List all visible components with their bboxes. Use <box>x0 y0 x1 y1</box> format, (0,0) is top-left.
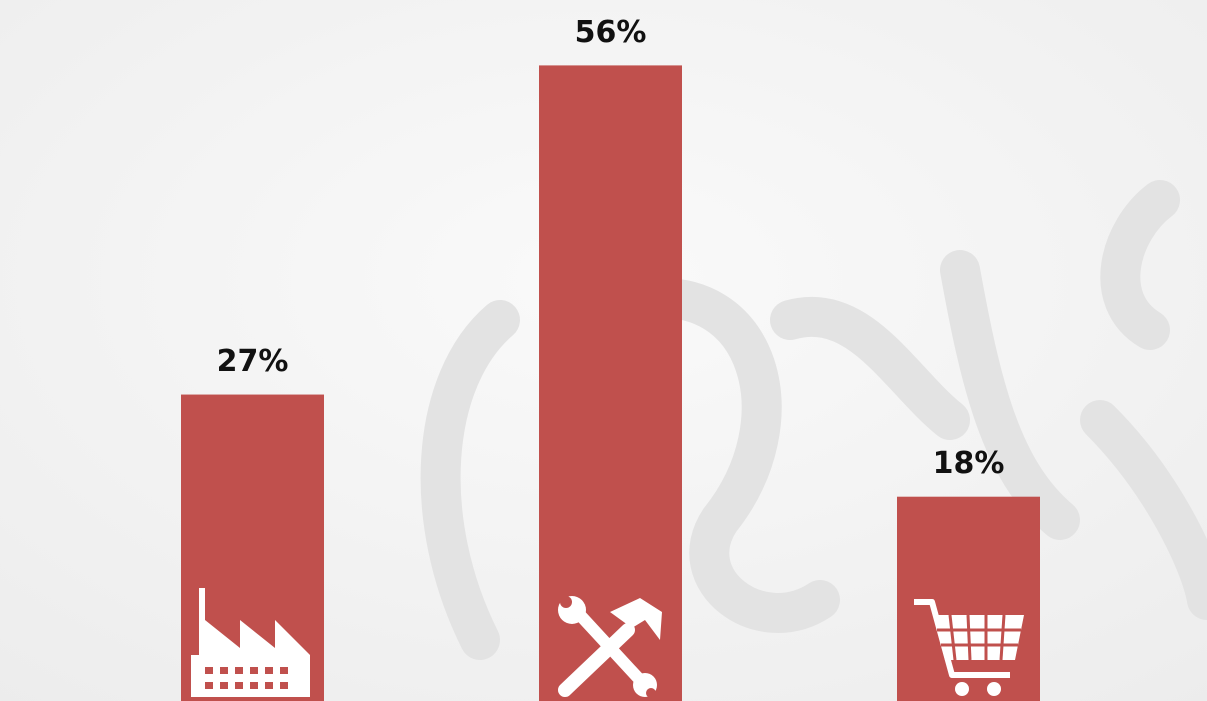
bar <box>897 496 1040 701</box>
bar <box>539 65 682 701</box>
value-label: 56% <box>575 15 647 50</box>
value-label: 18% <box>933 446 1005 481</box>
bars <box>181 65 1040 701</box>
value-label: 27% <box>217 344 289 379</box>
watermark <box>420 180 1207 660</box>
tools-icon <box>558 596 662 698</box>
factory-icon <box>191 588 310 697</box>
cart-icon <box>914 599 1024 696</box>
